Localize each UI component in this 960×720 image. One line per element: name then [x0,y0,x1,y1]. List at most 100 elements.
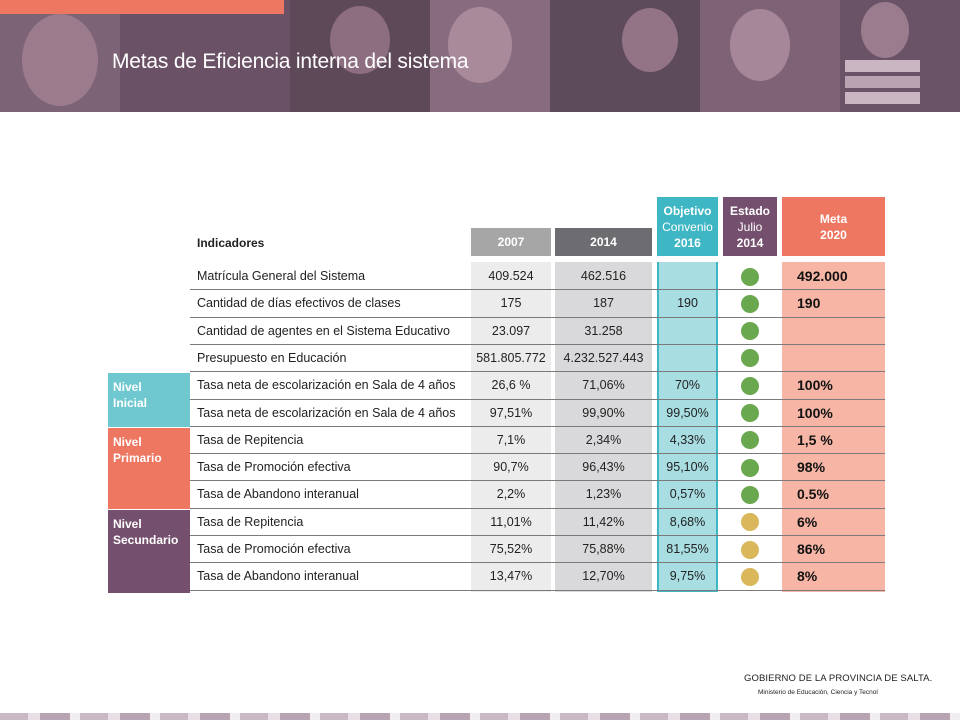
col-header-estado-line3: 2014 [736,235,764,250]
row-divider [190,371,885,373]
row-0-value-2007: 409.524 [488,269,534,283]
banner-photo-collage [0,0,960,112]
row-8-value-2014: 1,23% [585,487,622,502]
row-9-value-2007: 11,01% [490,514,532,529]
level-primario-line1: Nivel [113,435,142,449]
row-4-value-2014: 71,06% [582,378,625,393]
row-9-value-2014: 11,42% [582,514,625,529]
row-5-value-2014: 99,90% [582,405,625,420]
row-divider [190,316,885,318]
row-7-value-2014: 96,43% [582,460,625,475]
col-header-objetivo-line3: 2016 [674,235,701,250]
col-header-meta-line2: 2020 [820,227,847,242]
row-divider [190,289,885,291]
row-7-meta: 98% [797,459,826,476]
footer-government: GOBIERNO DE LA PROVINCIA DE SALTA. [744,673,933,684]
col-header-objetivo: Objetivo Convenio 2016 [657,197,718,256]
row-3-value-2007: 581.805.772 [476,350,546,365]
col-header-2007: 2007 [471,228,551,256]
row-10-indicator: Tasa de Promoción efectiva [197,542,351,556]
orange-accent-strip [0,0,284,14]
row-8-indicator: Tasa de Abandono interanual [197,487,359,502]
row-8-value-2007: 2,2% [496,487,526,502]
row-11-objetivo: 9,75% [669,569,706,584]
row-5-value-2007: 97,51% [489,405,533,420]
row-5-meta: 100% [797,404,833,421]
level-primario: Nivel Primario [108,428,190,509]
row-10-value-2007: 75,52% [489,542,533,556]
row-1-value-2007: 175 [500,296,522,311]
row-divider [190,453,885,455]
row-6-status-dot-icon [741,431,759,450]
row-2-value-2014: 31.258 [584,323,623,338]
row-2-objetivo [657,318,718,345]
row-1-meta: 190 [797,295,821,312]
col-header-meta: Meta 2020 [782,197,885,256]
row-5-objetivo: 99,50% [666,405,709,420]
level-secundario-line2: Secundario [113,533,179,547]
row-11-indicator: Tasa de Abandono interanual [197,569,359,584]
row-1-value-2014: 187 [593,296,614,311]
row-1-objetivo: 190 [677,296,698,311]
row-8-status-dot-icon [741,485,759,504]
level-secundario: Nivel Secundario [108,510,190,593]
row-7-objetivo: 95,10% [666,460,709,475]
header-banner: Metas de Eficiencia interna del sistema [0,0,960,112]
row-11-value-2014: 12,70% [582,569,625,584]
col-header-meta-line1: Meta [819,211,848,226]
row-3-meta [797,345,885,372]
row-9-indicator: Tasa de Repitencia [197,514,304,529]
row-3-indicator: Presupuesto en Educación [197,350,347,365]
row-4-status-dot-icon [741,376,759,395]
row-0-value-2014: 462.516 [580,269,627,283]
row-8-meta: 0.5% [797,486,829,503]
row-0-meta: 492.000 [797,268,848,284]
row-4-value-2007: 26,6 % [491,378,531,393]
col-header-estado-line1: Estado [729,203,770,218]
col-header-estado-line2: Julio [737,219,763,234]
row-divider [190,589,885,591]
row-0-indicator: Matrícula General del Sistema [197,269,366,283]
row-0-objetivo [657,263,718,290]
row-divider [190,535,885,536]
level-inicial: Nivel Inicial [108,373,190,427]
row-divider [190,480,885,482]
level-inicial-line1: Nivel [113,380,142,394]
row-9-status-dot-icon [741,513,759,532]
row-5-status-dot-icon [741,404,759,422]
col-header-2014: 2014 [555,228,652,256]
level-inicial-line2: Inicial [113,396,148,410]
row-11-status-dot-icon [741,567,759,586]
row-6-value-2014: 2,34% [585,432,622,447]
row-10-objetivo: 81,55% [666,542,709,556]
row-10-status-dot-icon [741,540,759,559]
level-primario-line2: Primario [113,451,162,465]
col-header-2014-label: 2014 [590,235,617,249]
row-2-meta [797,318,885,345]
row-6-objetivo: 4,33% [669,432,706,447]
col-header-estado: Estado Julio 2014 [723,197,777,256]
row-9-objetivo: 8,68% [669,514,706,529]
row-5-indicator: Tasa neta de escolarización en Sala de 4… [197,405,456,420]
row-6-meta: 1,5 % [797,431,833,448]
row-1-status-dot-icon [741,294,759,313]
footer-ministry: Ministerio de Educación, Ciencia y Tecno… [758,689,878,696]
row-11-meta: 8% [797,568,818,585]
row-10-value-2014: 75,88% [582,542,625,556]
page-title: Metas de Eficiencia interna del sistema [112,50,469,73]
col-header-objetivo-line2: Convenio [662,219,713,234]
row-3-value-2014: 4.232.527.443 [563,350,644,365]
row-divider [190,425,885,427]
row-4-meta: 100% [797,377,833,394]
row-9-meta: 6% [797,513,818,530]
row-10-meta: 86% [797,541,826,557]
row-7-status-dot-icon [741,458,759,477]
row-divider [190,507,885,509]
indicators-header: Indicadores [197,236,265,250]
row-2-status-dot-icon [741,322,759,341]
col-header-2007-label: 2007 [497,235,525,249]
row-7-indicator: Tasa de Promoción efectiva [197,460,351,475]
row-8-objetivo: 0,57% [669,487,706,502]
row-6-value-2007: 7,1% [496,432,526,447]
col-header-objetivo-line1: Objetivo [663,203,712,218]
